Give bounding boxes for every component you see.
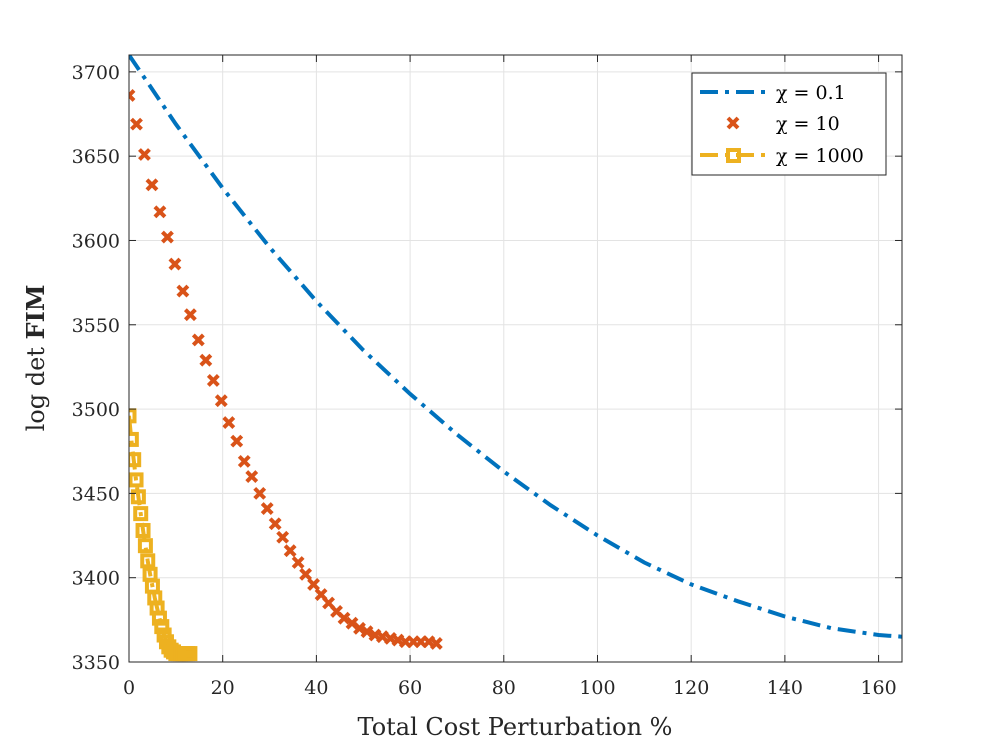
- series-0: [129, 55, 902, 639]
- x-marker: [153, 205, 167, 219]
- x-marker: [260, 502, 274, 515]
- square-marker: [182, 646, 198, 662]
- tick-labels: 0 20 40 60 80 100 120 140 160 3350 3400 3450 3500 355…: [72, 62, 897, 699]
- y-tick-label: 3700: [72, 62, 120, 84]
- y-tick-label: 3400: [72, 568, 120, 590]
- square-marker: [129, 431, 139, 447]
- x-marker: [429, 637, 443, 650]
- x-marker: [130, 117, 143, 131]
- series-2: [129, 408, 198, 662]
- series-layer: [129, 55, 902, 662]
- square-marker: [137, 538, 153, 554]
- x-marker: [191, 333, 205, 347]
- legend-marker-chi-1000: [726, 148, 741, 163]
- x-tick-label: 40: [304, 677, 328, 699]
- x-marker: [145, 178, 159, 192]
- series-1: [129, 89, 443, 650]
- legend-box: [691, 72, 887, 176]
- square-marker: [129, 472, 144, 488]
- legend-marker-chi-10: [726, 116, 740, 130]
- x-tick-label: 20: [211, 677, 235, 699]
- x-marker: [283, 544, 297, 558]
- x-tick-label: 100: [579, 677, 615, 699]
- ticks: [128, 55, 902, 663]
- x-marker: [222, 416, 236, 429]
- y-tick-label: 3550: [72, 315, 120, 337]
- x-marker: [214, 394, 228, 408]
- square-marker: [130, 489, 146, 505]
- square-marker: [135, 522, 151, 538]
- x-marker: [291, 556, 305, 569]
- x-tick-label: 60: [398, 677, 422, 699]
- y-tick-label: 3450: [72, 483, 120, 505]
- x-tick-label: 120: [673, 677, 709, 699]
- x-marker: [253, 486, 267, 500]
- x-marker: [176, 284, 190, 298]
- x-marker: [353, 621, 366, 635]
- x-marker: [307, 578, 320, 591]
- square-marker: [129, 408, 137, 424]
- y-tick-label: 3600: [72, 230, 120, 252]
- square-marker: [151, 610, 167, 626]
- x-marker: [237, 454, 251, 468]
- y-tick-label: 3350: [72, 652, 120, 674]
- legend-label-chi-0-1: χ = 0.1: [776, 82, 846, 104]
- x-marker: [299, 567, 313, 581]
- legend-label-chi-1000: χ = 1000: [776, 145, 864, 167]
- square-marker: [154, 619, 170, 635]
- x-marker: [337, 611, 351, 625]
- legend-label-chi-10: χ = 10: [776, 113, 840, 135]
- y-axis-label-bold: FIM: [21, 285, 50, 340]
- x-marker: [138, 148, 151, 161]
- square-marker: [129, 452, 142, 468]
- y-axis-label: log det FIM: [21, 285, 50, 432]
- x-marker: [183, 308, 197, 322]
- x-marker: [230, 434, 244, 448]
- x-marker: [161, 230, 174, 244]
- x-marker: [206, 374, 220, 387]
- axes-box: [128, 54, 903, 663]
- x-marker: [268, 517, 282, 531]
- x-tick-label: 80: [492, 677, 516, 699]
- x-marker: [245, 470, 259, 483]
- x-tick-label: 0: [123, 677, 135, 699]
- x-marker: [168, 257, 182, 271]
- x-axis-label: Total Cost Perturbation %: [358, 713, 673, 741]
- x-tick-label: 140: [767, 677, 803, 699]
- legend: χ = 0.1 χ = 10 χ = 1000: [691, 72, 887, 176]
- x-marker: [360, 625, 374, 639]
- y-axis-label-prefix: log det: [22, 339, 50, 431]
- series-line: [129, 55, 902, 639]
- square-marker: [133, 506, 149, 522]
- x-marker: [199, 353, 213, 367]
- x-marker: [276, 530, 290, 544]
- y-tick-label: 3500: [72, 399, 120, 421]
- y-tick-label: 3650: [72, 146, 120, 168]
- x-marker: [129, 89, 136, 102]
- x-tick-label: 160: [860, 677, 896, 699]
- square-marker: [140, 553, 156, 569]
